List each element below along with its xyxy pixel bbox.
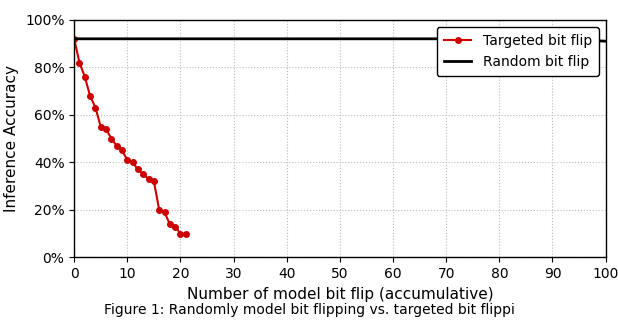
Targeted bit flip (81, 75, 88, 79)
Targeted bit flip (150, 180, 158, 183)
Targeted bit flip (177, 232, 184, 236)
Line: Targeted bit flip: Targeted bit flip (72, 36, 188, 236)
Targeted bit flip (124, 158, 131, 162)
Targeted bit flip (171, 224, 179, 228)
Targeted bit flip (134, 168, 142, 172)
Targeted bit flip (161, 210, 168, 214)
X-axis label: Number of model bit flip (accumulative): Number of model bit flip (accumulative) (187, 287, 493, 302)
Targeted bit flip (113, 144, 121, 148)
Random bit flip (602, 39, 609, 43)
Targeted bit flip (118, 148, 125, 152)
Targeted bit flip (97, 125, 104, 129)
Line: Random bit flip: Random bit flip (74, 39, 606, 41)
Targeted bit flip (87, 94, 94, 98)
Targeted bit flip (145, 177, 152, 181)
Targeted bit flip (156, 208, 163, 212)
Targeted bit flip (140, 172, 147, 176)
Text: Figure 1: Randomly model bit flipping vs. targeted bit flippi: Figure 1: Randomly model bit flipping vs… (104, 303, 514, 317)
Targeted bit flip (70, 37, 78, 41)
Targeted bit flip (103, 127, 110, 131)
Targeted bit flip (91, 106, 99, 110)
Targeted bit flip (108, 137, 115, 141)
Targeted bit flip (129, 160, 137, 164)
Random bit flip (70, 37, 78, 41)
Targeted bit flip (166, 222, 174, 226)
Legend: Targeted bit flip, Random bit flip: Targeted bit flip, Random bit flip (437, 27, 599, 76)
Targeted bit flip (182, 232, 190, 236)
Y-axis label: Inference Accuracy: Inference Accuracy (4, 65, 19, 212)
Targeted bit flip (76, 61, 83, 65)
Random bit flip (549, 37, 556, 41)
